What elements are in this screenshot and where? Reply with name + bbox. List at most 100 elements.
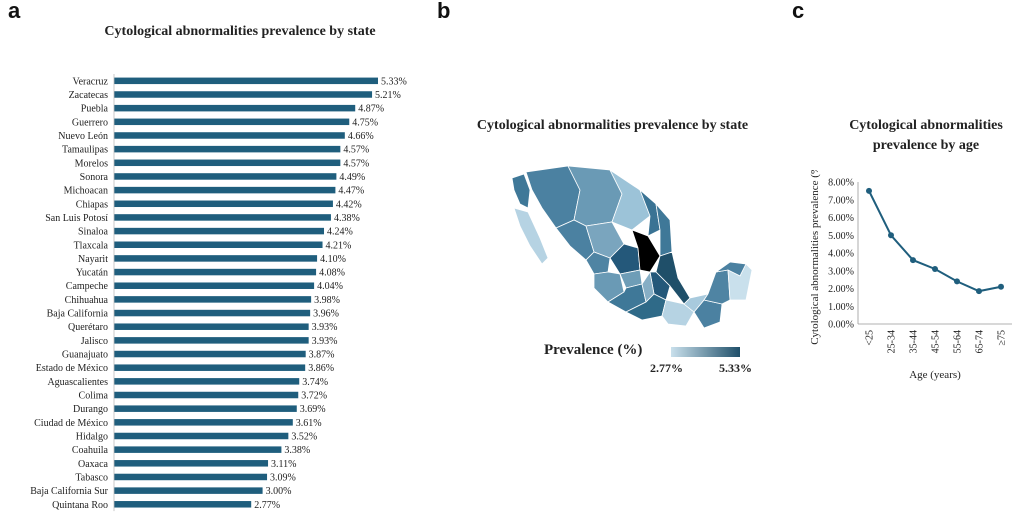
bar-value-label: 4.87% bbox=[358, 104, 384, 115]
bar-value-label: 4.57% bbox=[343, 158, 369, 169]
bar bbox=[114, 118, 350, 126]
bar-chart: Veracruz 5.33% Zacatecas 5.21% Puebla 4.87% Gu… bbox=[30, 74, 407, 512]
bar bbox=[114, 473, 268, 481]
x-tick-label: 25-34 bbox=[887, 330, 898, 353]
bar bbox=[114, 159, 341, 167]
bar-value-label: 3.87% bbox=[309, 350, 335, 361]
bar-value-label: 3.72% bbox=[301, 391, 327, 402]
data-point bbox=[954, 278, 960, 285]
state-campeche bbox=[703, 269, 731, 305]
panel-letter-c: c bbox=[792, 0, 805, 23]
bar-value-label: 3.69% bbox=[300, 404, 326, 415]
bar-value-label: 2.77% bbox=[254, 500, 280, 511]
bar bbox=[114, 364, 306, 371]
bar-category-label: Yucatán bbox=[76, 268, 108, 279]
bar-category-label: Baja California bbox=[47, 309, 109, 320]
bar-value-label: 4.57% bbox=[343, 145, 369, 156]
state-nuevo-leon bbox=[639, 189, 661, 237]
state-sonora bbox=[525, 165, 581, 229]
bar-category-label: Sinaloa bbox=[78, 227, 109, 238]
bar-value-label: 3.96% bbox=[313, 309, 339, 320]
bar-category-label: Ciudad de México bbox=[34, 418, 108, 429]
y-tick-label: 3.00% bbox=[828, 266, 854, 277]
bar-category-label: Coahuila bbox=[72, 445, 109, 456]
bar bbox=[114, 350, 306, 358]
x-tick-label: 35-44 bbox=[909, 330, 920, 353]
bar-chart-title: Cytological abnormalities prevalence by … bbox=[104, 24, 376, 39]
bar bbox=[114, 268, 317, 276]
mexico-map bbox=[511, 165, 753, 329]
bar-value-label: 4.75% bbox=[352, 117, 378, 128]
x-tick-label: 65-74 bbox=[975, 330, 986, 353]
bar-value-label: 3.74% bbox=[302, 377, 328, 388]
bar-value-label: 3.98% bbox=[314, 295, 340, 306]
state-nayarit bbox=[585, 251, 611, 275]
x-tick-label: 45-54 bbox=[931, 330, 942, 353]
bar-category-label: Estado de México bbox=[36, 363, 108, 374]
bar-value-label: 4.66% bbox=[348, 131, 374, 142]
panel-letter-a: a bbox=[8, 0, 21, 23]
line-chart-title: Cytological abnormalities prevalence by … bbox=[849, 118, 1003, 153]
bar bbox=[114, 104, 356, 112]
bar-category-label: Durango bbox=[73, 404, 108, 415]
bar bbox=[114, 405, 297, 412]
bar bbox=[114, 419, 293, 426]
bar-value-label: 4.24% bbox=[327, 227, 353, 238]
data-point bbox=[932, 265, 938, 272]
bar-value-label: 4.49% bbox=[339, 172, 365, 183]
map-legend-min: 2.77% bbox=[650, 361, 683, 375]
bar-category-label: Chihuahua bbox=[65, 295, 109, 306]
bar-category-label: Jalisco bbox=[81, 336, 108, 347]
bar bbox=[114, 132, 345, 139]
bar bbox=[114, 282, 315, 289]
bar-category-label: Aguascalientes bbox=[47, 377, 108, 388]
bar-category-label: Veracruz bbox=[72, 76, 108, 87]
line-chart: 0.00% 1.00% 2.00% 3.00% 4.00% 5.00% 6.00% 7.00%… bbox=[810, 170, 1012, 381]
bar bbox=[114, 173, 337, 180]
bar bbox=[114, 200, 333, 208]
bar bbox=[114, 501, 252, 508]
bar bbox=[114, 309, 311, 317]
data-point bbox=[998, 283, 1004, 290]
bar-value-label: 3.61% bbox=[296, 418, 322, 429]
bar-category-label: Nayarit bbox=[78, 254, 108, 265]
y-tick-label: 7.00% bbox=[828, 195, 854, 206]
bar bbox=[114, 378, 300, 385]
bar bbox=[114, 432, 289, 440]
bar-value-label: 3.09% bbox=[270, 472, 296, 483]
bar-category-label: Morelos bbox=[75, 158, 108, 169]
bar-category-label: Tabasco bbox=[75, 472, 108, 483]
bar bbox=[114, 255, 318, 262]
bar bbox=[114, 227, 325, 235]
bar-category-label: Quintana Roo bbox=[52, 500, 108, 511]
map-legend-max: 5.33% bbox=[719, 361, 752, 375]
panel-letter-b: b bbox=[437, 0, 451, 23]
bar-category-label: Puebla bbox=[81, 104, 109, 115]
bar bbox=[114, 241, 323, 248]
bar-category-label: Chiapas bbox=[76, 199, 108, 210]
data-point bbox=[888, 232, 894, 239]
bar-category-label: Michoacan bbox=[64, 186, 108, 197]
bar-value-label: 4.04% bbox=[317, 281, 343, 292]
bar-value-label: 4.42% bbox=[336, 199, 362, 210]
bar-value-label: 4.10% bbox=[320, 254, 346, 265]
x-tick-label: <25 bbox=[865, 330, 876, 346]
bar-category-label: Oaxaca bbox=[78, 459, 109, 470]
bar-category-label: Nuevo León bbox=[58, 131, 108, 142]
bar-value-label: 3.93% bbox=[312, 336, 338, 347]
data-point bbox=[866, 187, 872, 194]
bar-value-label: 4.47% bbox=[338, 186, 364, 197]
data-point bbox=[976, 288, 982, 295]
bar-value-label: 5.21% bbox=[375, 90, 401, 101]
bar bbox=[114, 487, 263, 494]
bar-category-label: Colima bbox=[79, 391, 109, 402]
bar-value-label: 3.38% bbox=[284, 445, 310, 456]
state-baja-california bbox=[511, 173, 531, 209]
bar-value-label: 3.86% bbox=[308, 363, 334, 374]
y-axis-title: Cytological abnormalities prevalence (%) bbox=[810, 170, 821, 345]
bar-category-label: Sonora bbox=[80, 172, 109, 183]
bar-category-label: Zacatecas bbox=[69, 90, 109, 101]
bar-value-label: 3.11% bbox=[271, 459, 296, 470]
y-tick-label: 2.00% bbox=[828, 284, 854, 295]
x-axis-title: Age (years) bbox=[909, 369, 961, 381]
